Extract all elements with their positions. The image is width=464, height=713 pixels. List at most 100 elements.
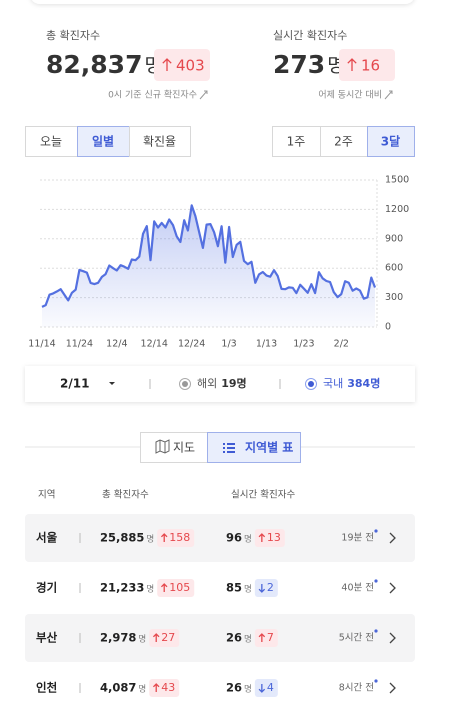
summary-delta: 403 (176, 57, 205, 75)
y-tick-label: 1200 (385, 204, 409, 215)
delta-badge (157, 579, 195, 597)
radio-dot (308, 381, 314, 387)
overseas-label: 해외 (197, 376, 217, 390)
new-dot (374, 629, 378, 633)
unit: 명 (138, 634, 146, 645)
delta-badge (157, 529, 195, 547)
y-tick-label: 300 (385, 292, 403, 303)
unit: 명 (244, 634, 252, 645)
arrow-icon (258, 584, 266, 593)
x-tick-label: 12/4 (106, 339, 127, 350)
unit: 명 (138, 684, 146, 695)
chevron (389, 632, 396, 644)
region: 경기 (36, 581, 57, 595)
summary-delta: 16 (361, 57, 380, 75)
delta: 43 (161, 681, 175, 694)
y-tick-label: 900 (385, 233, 403, 244)
delta-badge (254, 529, 285, 547)
summary-value: 82,837 (46, 50, 142, 79)
new-dot (374, 529, 378, 533)
x-tick-label: 12/14 (141, 339, 168, 350)
arrow-icon (162, 58, 172, 71)
tab-label: 확진율 (143, 135, 176, 149)
arrow-icon (258, 633, 266, 642)
unit: 명 (146, 584, 154, 595)
tab-button[interactable] (320, 126, 368, 157)
chevron (389, 582, 396, 594)
total: 21,233 (100, 581, 144, 595)
delta-badge (339, 49, 395, 81)
unit: 명 (244, 534, 252, 545)
realtime: 96 (226, 531, 242, 545)
x-tick-label: 2/2 (334, 339, 349, 350)
delta: 2 (267, 581, 274, 594)
x-tick-label: 12/24 (178, 339, 205, 350)
arrow-icon (152, 683, 160, 692)
delta-badge (149, 629, 180, 647)
realtime: 26 (226, 631, 242, 645)
info-icon (199, 90, 208, 100)
tab-label: 1주 (287, 135, 306, 149)
delta-badge (254, 679, 278, 697)
delta-badge (149, 679, 180, 697)
delta-badge (254, 629, 278, 647)
delta: 13 (267, 531, 281, 544)
x-tick-label: 1/23 (293, 339, 314, 350)
region: 서울 (36, 531, 58, 545)
unit: 명 (146, 534, 154, 545)
x-tick-label: 11/14 (28, 339, 55, 350)
list-icon (223, 443, 235, 453)
total: 25,885 (100, 531, 144, 545)
total: 2,978 (100, 631, 136, 645)
new-dot (374, 579, 378, 583)
unit: 명 (244, 684, 252, 695)
caret (109, 382, 115, 385)
map-icon (155, 439, 170, 454)
total: 4,087 (100, 681, 136, 695)
chevron (389, 682, 396, 694)
row-bg (25, 514, 415, 562)
x-tick-label: 1/13 (256, 339, 277, 350)
realtime: 85 (226, 581, 242, 595)
y-tick-label: 0 (385, 322, 391, 333)
y-tick-label: 600 (385, 263, 403, 274)
y-tick-label: 1500 (385, 175, 409, 186)
update-time: 19분 전 (341, 533, 374, 544)
arrow-icon (160, 533, 168, 542)
top-card (32, 0, 413, 4)
tab-button[interactable] (272, 126, 321, 157)
toggle-button[interactable] (140, 432, 208, 463)
table-header: 실시간 확진자수 (231, 489, 295, 501)
summary-note: 어제 동시간 대비 (318, 90, 382, 101)
x-tick-label: 11/24 (66, 339, 93, 350)
tab-button[interactable] (367, 126, 415, 157)
update-time: 8시간 전 (339, 683, 374, 694)
domestic-label: 국내 (323, 377, 343, 390)
tab-button[interactable] (77, 126, 130, 157)
summary-label: 실시간 확진자수 (273, 29, 347, 42)
table-header: 지역 (38, 490, 55, 501)
delta: 27 (161, 631, 175, 644)
area (42, 205, 375, 327)
toggle-label: 지도 (173, 441, 195, 455)
x-tick-label: 1/3 (221, 339, 236, 350)
region: 부산 (36, 631, 58, 645)
delta: 105 (169, 581, 190, 594)
summary-value: 273 (273, 50, 325, 79)
delta-badge (254, 579, 278, 597)
update-time: 5시간 전 (339, 633, 374, 644)
arrow-icon (152, 633, 160, 642)
date-select: 2/11 (60, 377, 89, 391)
overseas-value: 19명 (221, 376, 246, 390)
arrow-icon (258, 684, 266, 693)
update-time: 40분 전 (341, 583, 374, 594)
arrow-icon (258, 533, 266, 542)
summary-note: 0시 기준 신규 확진자수 (108, 89, 197, 101)
tab-button[interactable] (129, 126, 191, 157)
tab-button[interactable] (25, 126, 78, 157)
delta: 7 (267, 631, 274, 644)
unit: 명 (244, 584, 252, 595)
realtime: 26 (226, 681, 242, 695)
